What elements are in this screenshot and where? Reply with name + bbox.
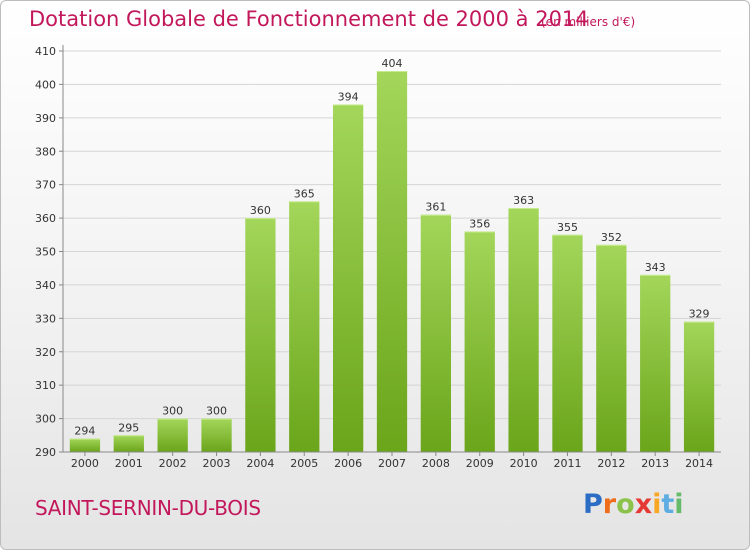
logo-letter: r bbox=[602, 489, 617, 520]
bar-2002 bbox=[157, 418, 188, 452]
value-label-2004: 360 bbox=[250, 204, 271, 217]
x-tick-label-2007: 2007 bbox=[378, 457, 406, 470]
commune-name: SAINT-SERNIN-DU-BOIS bbox=[35, 496, 261, 520]
y-tick-label: 410 bbox=[35, 45, 56, 58]
x-tick-label-2006: 2006 bbox=[334, 457, 362, 470]
y-tick-label: 290 bbox=[35, 446, 56, 459]
x-tick-label-2000: 2000 bbox=[71, 457, 99, 470]
y-tick-label: 300 bbox=[35, 413, 56, 426]
x-tick-label-2002: 2002 bbox=[159, 457, 187, 470]
value-label-2014: 329 bbox=[689, 308, 710, 321]
x-tick-label-2005: 2005 bbox=[290, 457, 318, 470]
bar-2004 bbox=[245, 218, 276, 452]
axes: 290 300 310 320 330 340 350 360 370 380 390 400 410 2… bbox=[35, 45, 721, 470]
x-tick-label-2009: 2009 bbox=[466, 457, 494, 470]
bar-2014 bbox=[683, 321, 715, 452]
logo-letter: i bbox=[652, 489, 662, 520]
bar-2001 bbox=[113, 435, 144, 452]
value-label-2007: 404 bbox=[382, 57, 403, 70]
value-label-2000: 294 bbox=[74, 425, 95, 438]
value-label-2010: 363 bbox=[513, 194, 534, 207]
bar-2003 bbox=[201, 418, 232, 452]
bar-2012 bbox=[596, 244, 627, 452]
logo-letter: P bbox=[583, 489, 603, 520]
value-label-2012: 352 bbox=[601, 231, 622, 244]
bar-2006 bbox=[332, 104, 364, 452]
y-tick-label: 320 bbox=[35, 346, 56, 359]
x-tick-label-2008: 2008 bbox=[422, 457, 450, 470]
x-tick-label-2012: 2012 bbox=[597, 457, 625, 470]
bar-2011 bbox=[552, 234, 583, 452]
x-tick-label-2013: 2013 bbox=[641, 457, 669, 470]
bar-2010 bbox=[508, 208, 539, 452]
x-tick-label-2011: 2011 bbox=[553, 457, 581, 470]
logo-letter: x bbox=[634, 489, 653, 520]
value-label-2002: 300 bbox=[162, 405, 183, 418]
bar-2007 bbox=[376, 71, 408, 453]
value-label-2013: 343 bbox=[645, 261, 666, 274]
y-tick-label: 400 bbox=[35, 78, 56, 91]
y-tick-label: 370 bbox=[35, 179, 56, 192]
value-label-2006: 394 bbox=[338, 90, 359, 103]
bar-2000 bbox=[69, 438, 101, 452]
y-tick-label: 390 bbox=[35, 112, 56, 125]
logo-letter: i bbox=[674, 489, 684, 520]
value-label-2001: 295 bbox=[118, 421, 139, 434]
proxiti-logo: Proxiti bbox=[583, 489, 684, 520]
value-label-2011: 355 bbox=[557, 221, 578, 234]
chart-title: Dotation Globale de Fonctionnement de 20… bbox=[29, 7, 589, 31]
bar-2009 bbox=[464, 231, 495, 452]
bar-2013 bbox=[640, 274, 671, 452]
y-tick-label: 310 bbox=[35, 379, 56, 392]
data-labels: 294 295 300 300 360 365 394 404 361 356 363 355 352 3… bbox=[74, 57, 709, 438]
logo-letter: t bbox=[661, 489, 675, 520]
chart-subtitle: (en milliers d'€) bbox=[541, 15, 636, 29]
x-tick-label-2010: 2010 bbox=[510, 457, 538, 470]
logo-letter: o bbox=[616, 489, 635, 520]
value-label-2008: 361 bbox=[425, 201, 446, 214]
bar-2005 bbox=[289, 201, 320, 452]
bar-2008 bbox=[420, 214, 452, 452]
value-label-2005: 365 bbox=[294, 187, 315, 200]
x-tick-label-2001: 2001 bbox=[115, 457, 143, 470]
x-tick-label-2003: 2003 bbox=[203, 457, 231, 470]
y-tick-label: 360 bbox=[35, 212, 56, 225]
bars bbox=[69, 71, 715, 453]
x-tick-label-2004: 2004 bbox=[246, 457, 274, 470]
y-tick-label: 350 bbox=[35, 246, 56, 259]
y-tick-label: 340 bbox=[35, 279, 56, 292]
value-label-2003: 300 bbox=[206, 405, 227, 418]
x-tick-label-2014: 2014 bbox=[685, 457, 713, 470]
value-label-2009: 356 bbox=[469, 217, 490, 230]
y-tick-label: 380 bbox=[35, 145, 56, 158]
y-tick-label: 330 bbox=[35, 312, 56, 325]
